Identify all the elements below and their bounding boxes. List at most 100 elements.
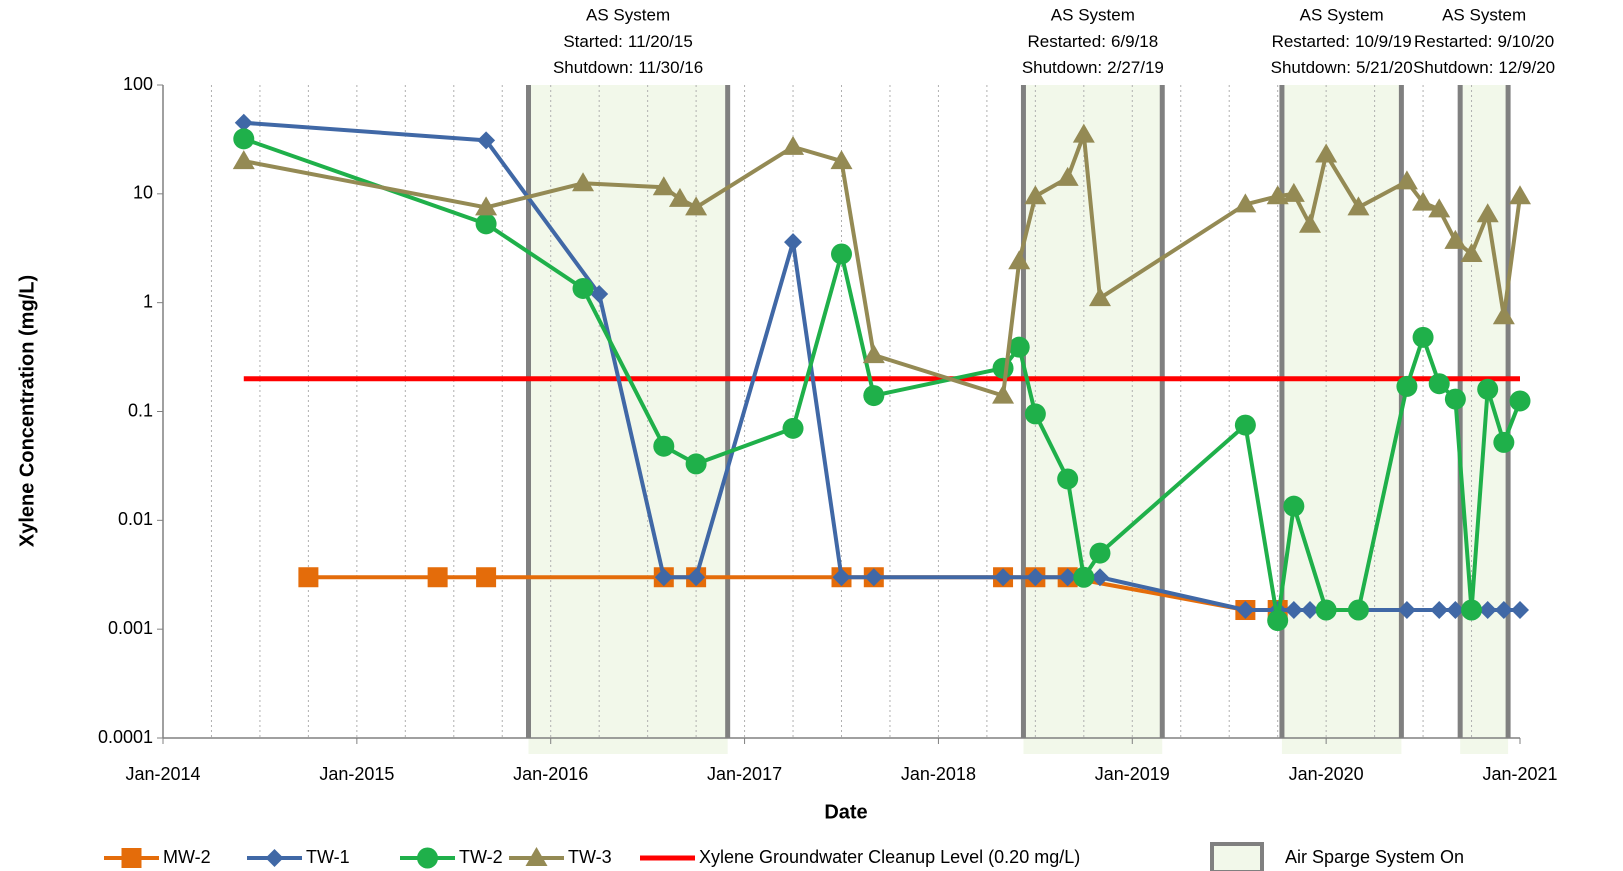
period-start-text: Started: 11/20/15 xyxy=(563,32,692,51)
marker-triangle xyxy=(1315,143,1338,163)
legend-label: TW-3 xyxy=(568,847,612,867)
marker-triangle xyxy=(1056,166,1079,186)
period-start-label: Started: xyxy=(563,32,623,51)
marker-triangle xyxy=(1460,243,1483,263)
period-end-date: 12/9/20 xyxy=(1498,58,1555,77)
marker-diamond xyxy=(1300,601,1319,620)
period-start-label: Restarted: xyxy=(1414,32,1492,51)
marker-circle xyxy=(475,213,497,235)
marker-circle xyxy=(1347,599,1369,621)
marker-diamond xyxy=(1511,601,1529,620)
marker-circle xyxy=(653,435,675,457)
marker-circle xyxy=(1477,378,1499,400)
y-axis-title: Xylene Concentration (mg/L) xyxy=(16,275,38,547)
marker-triangle xyxy=(1476,203,1499,223)
period-start-label: Restarted: xyxy=(1028,32,1106,51)
marker-triangle xyxy=(685,196,708,216)
legend-marker xyxy=(525,847,548,866)
marker-triangle xyxy=(668,187,691,207)
period-end-text: Shutdown: 2/27/19 xyxy=(1022,58,1164,77)
y-tick-label: 1 xyxy=(143,291,153,311)
marker-diamond xyxy=(1026,568,1045,587)
y-tick-label: 0.1 xyxy=(128,400,153,420)
x-tick-label: Jan-2014 xyxy=(125,764,200,784)
legend-shade xyxy=(1210,842,1264,871)
period-end-date: 5/21/20 xyxy=(1356,58,1413,77)
marker-square xyxy=(298,567,319,588)
marker-diamond xyxy=(1236,601,1255,620)
marker-circle xyxy=(863,385,885,407)
period-title: AS System xyxy=(1300,5,1384,24)
marker-triangle xyxy=(1492,305,1515,325)
marker-triangle xyxy=(1088,287,1111,307)
marker-circle xyxy=(233,128,255,150)
period-start-text: Restarted: 6/9/18 xyxy=(1028,32,1159,51)
legend-label: MW-2 xyxy=(163,847,211,867)
x-tick-label: Jan-2021 xyxy=(1482,764,1557,784)
period-start-date: 10/9/19 xyxy=(1355,32,1412,51)
y-tick-label: 10 xyxy=(133,183,153,203)
marker-triangle xyxy=(572,172,595,192)
marker-diamond xyxy=(1284,601,1303,620)
marker-triangle xyxy=(232,150,255,170)
marker-circle xyxy=(1461,599,1483,621)
marker-triangle xyxy=(1428,198,1451,218)
marker-diamond xyxy=(1090,568,1109,587)
marker-circle xyxy=(1412,326,1434,348)
marker-diamond xyxy=(784,233,803,252)
marker-triangle xyxy=(1509,185,1531,205)
marker-diamond xyxy=(1494,601,1513,620)
marker-triangle xyxy=(862,344,885,364)
x-tick-label: Jan-2019 xyxy=(1095,764,1170,784)
marker-diamond xyxy=(1478,601,1497,620)
period-end-date: 2/27/19 xyxy=(1107,58,1164,77)
marker-triangle xyxy=(1266,185,1289,205)
marker-square xyxy=(427,567,448,588)
marker-triangle xyxy=(652,176,675,196)
x-tick-label: Jan-2016 xyxy=(513,764,588,784)
legend-marker xyxy=(265,849,284,867)
marker-diamond xyxy=(1430,601,1449,620)
marker-triangle xyxy=(1444,229,1467,249)
x-tick-label: Jan-2020 xyxy=(1289,764,1364,784)
x-tick-label: Jan-2018 xyxy=(901,764,976,784)
x-tick-label: Jan-2017 xyxy=(707,764,782,784)
marker-triangle xyxy=(782,135,805,155)
period-end-text: Shutdown: 12/9/20 xyxy=(1413,58,1555,77)
marker-circle xyxy=(1444,388,1466,410)
marker-circle xyxy=(1234,414,1256,436)
marker-diamond xyxy=(864,568,883,587)
marker-triangle xyxy=(1024,185,1047,205)
marker-diamond xyxy=(1446,601,1465,620)
marker-diamond xyxy=(1058,568,1077,587)
period-title: AS System xyxy=(1051,5,1135,24)
marker-diamond xyxy=(1397,601,1416,620)
marker-triangle xyxy=(1298,213,1321,233)
marker-diamond xyxy=(234,113,253,132)
marker-circle xyxy=(992,357,1014,379)
marker-triangle xyxy=(1072,123,1095,143)
marker-circle xyxy=(1428,373,1450,395)
marker-triangle xyxy=(1008,250,1031,270)
legend-label: TW-1 xyxy=(306,847,350,867)
legend-label: Air Sparge System On xyxy=(1285,847,1464,867)
period-start-date: 9/10/20 xyxy=(1497,32,1554,51)
period-end-label: Shutdown: xyxy=(1271,58,1351,77)
marker-circle xyxy=(572,277,594,299)
marker-circle xyxy=(1008,336,1030,358)
marker-square xyxy=(476,567,497,588)
marker-circle xyxy=(685,453,707,475)
legend-marker xyxy=(121,848,142,868)
marker-circle xyxy=(831,243,852,265)
legend-label: TW-2 xyxy=(459,847,503,867)
shade-period xyxy=(1281,85,1402,754)
marker-circle xyxy=(1493,431,1515,453)
period-start-label: Restarted: xyxy=(1272,32,1350,51)
marker-diamond xyxy=(994,568,1013,587)
period-end-label: Shutdown: xyxy=(553,58,633,77)
period-start-text: Restarted: 10/9/19 xyxy=(1272,32,1412,51)
marker-circle xyxy=(1509,390,1531,412)
marker-triangle xyxy=(475,196,498,216)
marker-circle xyxy=(1057,468,1079,490)
